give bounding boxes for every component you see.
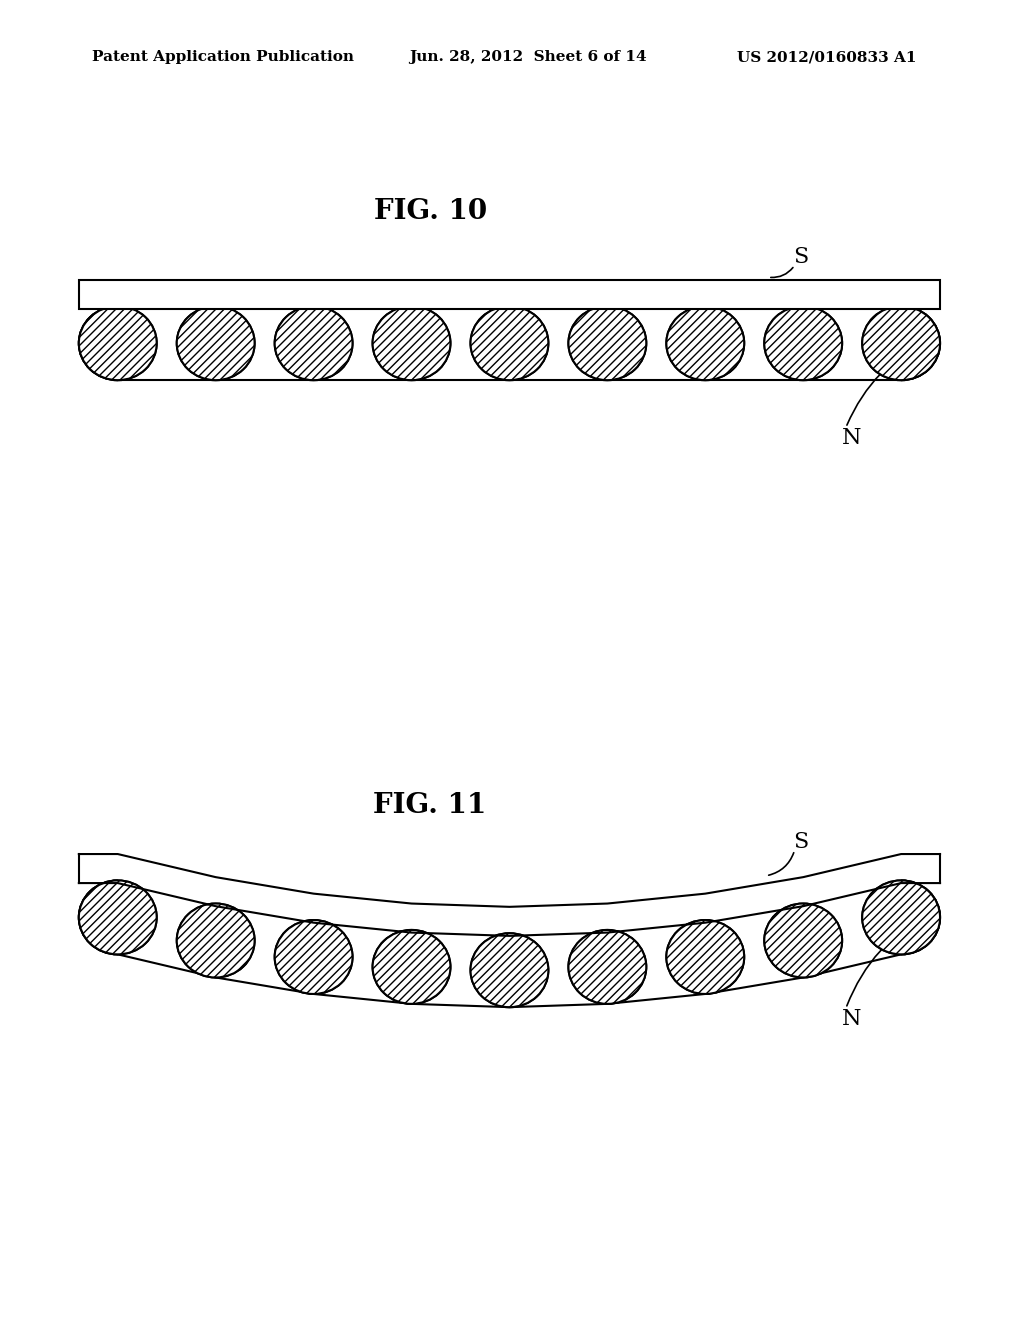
- Ellipse shape: [177, 904, 255, 977]
- Text: US 2012/0160833 A1: US 2012/0160833 A1: [737, 50, 916, 65]
- Ellipse shape: [667, 306, 744, 380]
- Text: FIG. 10: FIG. 10: [374, 198, 486, 224]
- Text: N: N: [842, 428, 862, 449]
- Ellipse shape: [177, 904, 255, 977]
- Bar: [79, 280, 940, 309]
- Ellipse shape: [471, 306, 549, 380]
- Ellipse shape: [274, 306, 352, 380]
- Text: Jun. 28, 2012  Sheet 6 of 14: Jun. 28, 2012 Sheet 6 of 14: [410, 50, 647, 65]
- Text: S: S: [794, 247, 808, 268]
- Ellipse shape: [568, 929, 646, 1003]
- Ellipse shape: [471, 933, 549, 1007]
- Ellipse shape: [79, 880, 157, 954]
- Ellipse shape: [177, 306, 255, 380]
- Ellipse shape: [373, 306, 451, 380]
- Ellipse shape: [373, 929, 451, 1003]
- Ellipse shape: [471, 933, 549, 1007]
- Ellipse shape: [764, 306, 842, 380]
- Ellipse shape: [274, 920, 352, 994]
- Text: FIG. 11: FIG. 11: [374, 792, 486, 818]
- Ellipse shape: [862, 880, 940, 954]
- Ellipse shape: [667, 920, 744, 994]
- Ellipse shape: [373, 929, 451, 1003]
- Ellipse shape: [862, 306, 940, 380]
- Ellipse shape: [667, 920, 744, 994]
- Ellipse shape: [177, 306, 255, 380]
- Ellipse shape: [667, 306, 744, 380]
- Ellipse shape: [568, 306, 646, 380]
- Ellipse shape: [274, 306, 352, 380]
- Text: Patent Application Publication: Patent Application Publication: [92, 50, 354, 65]
- Ellipse shape: [568, 306, 646, 380]
- Ellipse shape: [568, 929, 646, 1003]
- Text: S: S: [794, 832, 808, 853]
- Ellipse shape: [471, 306, 549, 380]
- Ellipse shape: [79, 880, 157, 954]
- Ellipse shape: [862, 880, 940, 954]
- Ellipse shape: [79, 306, 157, 380]
- Ellipse shape: [274, 920, 352, 994]
- Ellipse shape: [764, 904, 842, 977]
- Ellipse shape: [79, 306, 157, 380]
- Ellipse shape: [764, 306, 842, 380]
- Ellipse shape: [764, 904, 842, 977]
- Text: N: N: [842, 1008, 862, 1030]
- Ellipse shape: [373, 306, 451, 380]
- Ellipse shape: [862, 306, 940, 380]
